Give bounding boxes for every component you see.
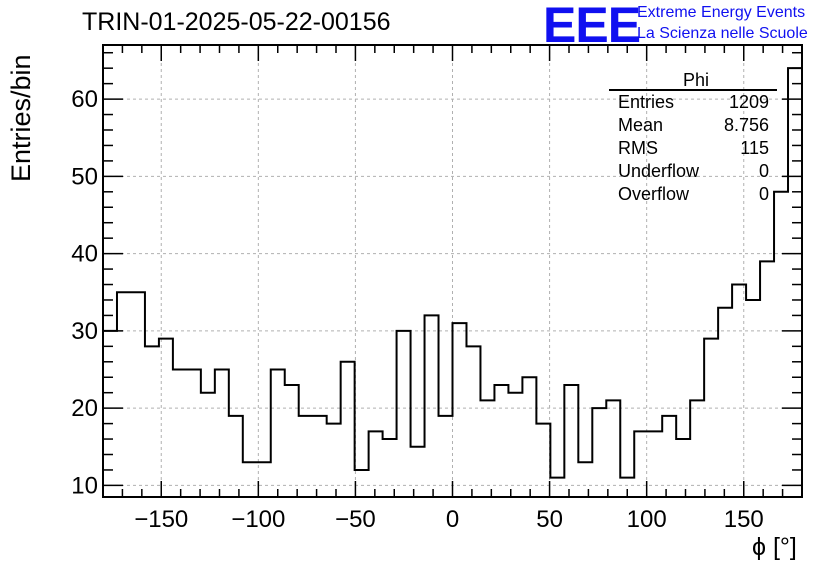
- histogram-step-line: [103, 67, 802, 479]
- stats-label: Overflow: [618, 184, 690, 204]
- stats-label: Entries: [618, 92, 675, 112]
- stats-value: 1209: [728, 92, 769, 112]
- x-tick-label: −50: [335, 506, 376, 533]
- y-tick-label: 60: [71, 86, 98, 113]
- stats-value: 0: [758, 184, 769, 204]
- y-tick-label: 20: [71, 395, 98, 422]
- chart-title: TRIN-01-2025-05-22-00156: [82, 8, 391, 36]
- stats-label: Underflow: [618, 161, 700, 181]
- stats-value: 0: [758, 161, 769, 181]
- stats-value: 8.756: [723, 115, 769, 135]
- stats-value: 115: [740, 138, 769, 158]
- stats-box: Phi Entries 1209 Mean 8.756 RMS 115 Unde…: [609, 71, 777, 206]
- y-tick-labels: 10 20 30 40 50 60: [71, 86, 98, 499]
- stats-row-underflow: Underflow 0: [609, 160, 777, 183]
- axis-ticks: [102, 45, 803, 497]
- x-tick-label: 50: [536, 506, 563, 533]
- stats-row-rms: RMS 115: [609, 137, 777, 160]
- x-tick-label: 100: [627, 506, 667, 533]
- y-tick-label: 30: [71, 318, 98, 345]
- x-tick-label: −100: [231, 506, 285, 533]
- x-tick-label: −150: [134, 506, 188, 533]
- stats-row-mean: Mean 8.756: [609, 114, 777, 137]
- x-tick-label: 0: [446, 506, 459, 533]
- y-tick-label: 10: [71, 472, 98, 499]
- y-tick-label: 40: [71, 241, 98, 268]
- stats-row-entries: Entries 1209: [609, 91, 777, 114]
- y-axis-label: Entries/bin: [6, 54, 36, 182]
- eee-logo: EEE: [543, 0, 641, 53]
- stats-row-overflow: Overflow 0: [609, 183, 777, 206]
- x-tick-label: 150: [724, 506, 764, 533]
- y-tick-label: 50: [71, 163, 98, 190]
- logo-line-2: La Scienza nelle Scuole: [637, 25, 808, 42]
- stats-label: Mean: [618, 115, 664, 135]
- stats-label: RMS: [618, 138, 658, 158]
- x-tick-labels: −150 −100 −50 0 50 100 150: [134, 506, 764, 533]
- logo-line-1: Extreme Energy Events: [637, 4, 806, 21]
- stats-name: Phi: [609, 71, 777, 91]
- x-axis-label: ϕ [°]: [752, 533, 797, 561]
